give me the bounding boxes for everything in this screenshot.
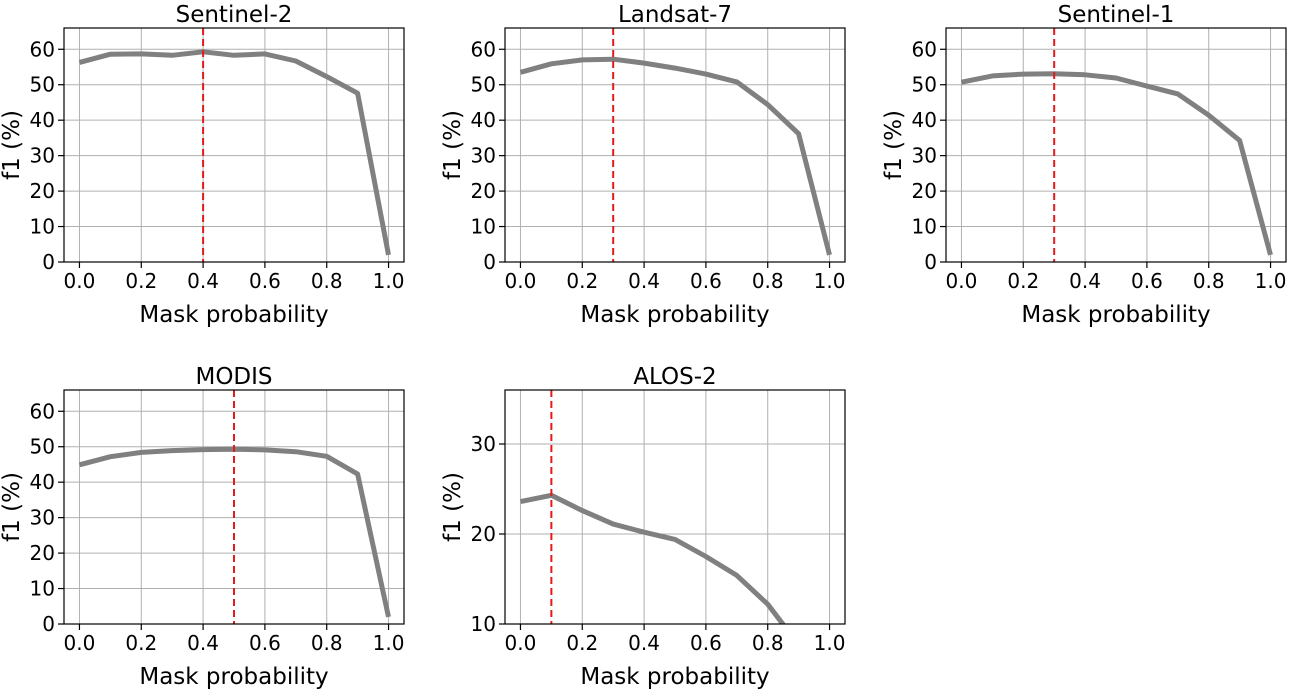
y-tick-label: 20 [30, 179, 55, 203]
x-tick-label: 0.8 [752, 631, 784, 655]
y-tick-label: 40 [471, 108, 496, 132]
x-axis-label: Mask probability [1021, 302, 1210, 328]
series-line [520, 492, 786, 624]
y-tick-label: 20 [471, 179, 496, 203]
y-tick-label: 0 [42, 250, 55, 274]
x-tick-label: 1.0 [373, 269, 405, 293]
x-tick-label: 0.8 [752, 269, 784, 293]
y-tick-label: 40 [912, 108, 937, 132]
x-tick-label: 0.6 [1131, 269, 1163, 293]
x-tick-label: 0.4 [187, 269, 219, 293]
chart-panel-2: 0.0 0.2 0.4 0.6 0.8 1.0 0 10 20 30 40 50 60 Landsat-7… [440, 2, 846, 328]
y-tick-label: 10 [30, 577, 55, 601]
x-tick-label: 0.2 [125, 269, 157, 293]
x-tick-label: 0.2 [566, 269, 598, 293]
chart-title: ALOS-2 [633, 364, 716, 390]
x-tick-label: 0.4 [187, 631, 219, 655]
axes-frame [63, 27, 405, 263]
chart-title: MODIS [195, 364, 272, 390]
y-axis-label: f1 (%) [440, 110, 466, 180]
x-tick-label: 0.0 [64, 631, 96, 655]
x-tick-label: 0.0 [505, 631, 537, 655]
x-tick-label: 1.0 [814, 269, 846, 293]
y-tick-label: 30 [30, 506, 55, 530]
x-tick-label: 0.2 [125, 631, 157, 655]
y-tick-label: 10 [471, 215, 496, 239]
x-tick-label: 0.6 [249, 631, 281, 655]
y-tick-label: 10 [471, 612, 496, 636]
chart-panel-3: 0.0 0.2 0.4 0.6 0.8 1.0 0 10 20 30 40 50 60 Sentinel-… [881, 2, 1287, 328]
x-axis-label: Mask probability [139, 302, 328, 328]
x-axis-label: Mask probability [139, 664, 328, 690]
y-tick-label: 50 [912, 73, 937, 97]
y-tick-label: 20 [471, 522, 496, 546]
x-tick-label: 0.2 [566, 631, 598, 655]
x-axis-label: Mask probability [580, 664, 769, 690]
y-tick-label: 50 [471, 73, 496, 97]
y-tick-label: 30 [30, 144, 55, 168]
y-axis-label: f1 (%) [440, 472, 466, 542]
x-tick-label: 0.8 [311, 631, 343, 655]
y-tick-label: 30 [471, 144, 496, 168]
x-tick-label: 0.4 [628, 631, 660, 655]
x-tick-label: 0.4 [1069, 269, 1101, 293]
chart-panel-5: 0.0 0.2 0.4 0.6 0.8 1.0 10 20 30 ALOS-2 Mask proba… [440, 364, 846, 690]
y-tick-label: 60 [471, 37, 496, 61]
y-tick-label: 50 [30, 435, 55, 459]
y-tick-label: 60 [30, 399, 55, 423]
y-tick-label: 0 [483, 250, 496, 274]
x-tick-label: 0.2 [1007, 269, 1039, 293]
x-tick-label: 0.6 [249, 269, 281, 293]
x-tick-label: 0.0 [505, 269, 537, 293]
axes-frame [945, 27, 1287, 263]
y-tick-label: 20 [30, 541, 55, 565]
y-tick-label: 0 [42, 612, 55, 636]
x-tick-label: 0.8 [1193, 269, 1225, 293]
y-axis-label: f1 (%) [881, 110, 907, 180]
series-line [961, 71, 1273, 256]
chart-title: Sentinel-2 [176, 2, 293, 28]
x-tick-label: 0.6 [690, 269, 722, 293]
x-tick-label: 0.0 [64, 269, 96, 293]
x-tick-label: 0.0 [946, 269, 978, 293]
y-tick-label: 60 [912, 37, 937, 61]
axes-frame [504, 27, 846, 263]
chart-panel-1: 0.0 0.2 0.4 0.6 0.8 1.0 0 10 20 30 40 50 60 Sentinel-… [0, 2, 405, 328]
y-tick-label: 60 [30, 37, 55, 61]
axes-frame [504, 389, 846, 625]
x-axis-label: Mask probability [580, 302, 769, 328]
x-tick-label: 1.0 [1255, 269, 1287, 293]
y-tick-label: 30 [471, 432, 496, 456]
x-tick-label: 0.8 [311, 269, 343, 293]
y-tick-label: 0 [924, 250, 937, 274]
axes-frame [63, 389, 405, 625]
chart-title: Landsat-7 [618, 2, 732, 28]
chart-title: Sentinel-1 [1058, 2, 1175, 28]
y-tick-label: 10 [912, 215, 937, 239]
y-tick-label: 40 [30, 470, 55, 494]
y-tick-label: 20 [912, 179, 937, 203]
series-line [519, 56, 832, 256]
x-tick-label: 0.4 [628, 269, 660, 293]
y-tick-label: 40 [30, 108, 55, 132]
x-tick-label: 0.6 [690, 631, 722, 655]
series-line [78, 49, 391, 256]
y-tick-label: 50 [30, 73, 55, 97]
y-axis-label: f1 (%) [0, 472, 25, 542]
x-tick-label: 1.0 [814, 631, 846, 655]
y-tick-label: 10 [30, 215, 55, 239]
y-axis-label: f1 (%) [0, 110, 25, 180]
chart-panel-4: 0.0 0.2 0.4 0.6 0.8 1.0 0 10 20 30 40 50 60 MODIS Mask… [0, 364, 405, 690]
x-tick-label: 1.0 [373, 631, 405, 655]
y-tick-label: 30 [912, 144, 937, 168]
